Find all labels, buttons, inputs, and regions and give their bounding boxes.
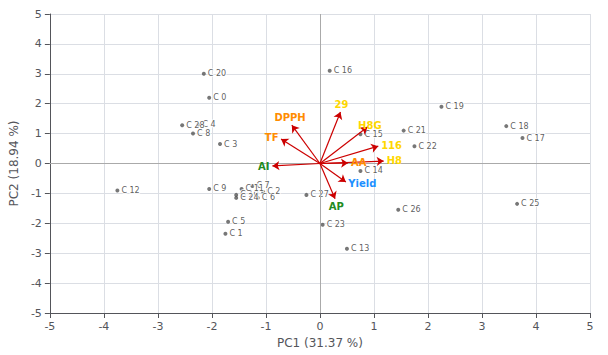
svg-text:1: 1 (35, 127, 42, 140)
svg-text:C 17: C 17 (526, 134, 544, 143)
svg-text:C 1: C 1 (229, 229, 242, 238)
svg-text:C 26: C 26 (402, 205, 420, 214)
svg-text:C 0: C 0 (213, 93, 226, 102)
svg-text:-2: -2 (31, 217, 42, 230)
svg-text:C 22: C 22 (418, 142, 436, 151)
svg-text:TF: TF (265, 132, 279, 143)
svg-text:4: 4 (35, 37, 42, 50)
svg-text:2: 2 (424, 320, 431, 333)
svg-text:116: 116 (381, 140, 402, 151)
svg-text:C 24: C 24 (240, 193, 258, 202)
svg-text:5: 5 (587, 320, 594, 333)
svg-text:AP: AP (329, 201, 344, 212)
svg-text:C 2: C 2 (267, 187, 281, 197)
svg-text:C 3: C 3 (224, 140, 237, 149)
svg-text:C 27: C 27 (310, 190, 328, 199)
svg-text:4: 4 (532, 320, 539, 333)
svg-text:C 13: C 13 (351, 244, 369, 253)
svg-text:C 12: C 12 (121, 186, 139, 195)
svg-text:PC1 (31.37 %): PC1 (31.37 %) (277, 336, 363, 350)
svg-text:C 5: C 5 (232, 217, 245, 226)
svg-text:DPPH: DPPH (274, 112, 305, 123)
svg-text:-2: -2 (206, 320, 217, 333)
svg-text:AI: AI (258, 161, 269, 172)
svg-text:C 16: C 16 (334, 66, 352, 75)
svg-text:C 19: C 19 (445, 102, 463, 111)
svg-text:0: 0 (316, 320, 323, 333)
svg-text:C 21: C 21 (408, 126, 426, 135)
svg-text:C 28: C 28 (186, 121, 204, 130)
svg-text:C 15: C 15 (364, 130, 382, 139)
svg-text:0: 0 (35, 157, 42, 170)
svg-text:H8G: H8G (358, 120, 382, 131)
svg-text:-4: -4 (98, 320, 109, 333)
svg-text:2: 2 (35, 97, 42, 110)
svg-text:-5: -5 (31, 307, 42, 320)
svg-text:Yield: Yield (347, 178, 376, 189)
svg-text:-3: -3 (31, 247, 42, 260)
svg-text:3: 3 (478, 320, 485, 333)
svg-text:C 6: C 6 (262, 193, 275, 202)
svg-text:-1: -1 (260, 320, 271, 333)
svg-text:C 11: C 11 (246, 184, 264, 193)
svg-text:C 23: C 23 (327, 220, 345, 229)
svg-text:-4: -4 (31, 277, 42, 290)
svg-text:5: 5 (35, 8, 42, 21)
svg-text:C 9: C 9 (213, 184, 226, 193)
svg-text:3: 3 (35, 67, 42, 80)
svg-text:-3: -3 (152, 320, 163, 333)
svg-text:-1: -1 (31, 187, 42, 200)
svg-text:C 4: C 4 (202, 120, 216, 130)
svg-text:C 25: C 25 (521, 199, 539, 208)
svg-text:C 18: C 18 (510, 122, 528, 131)
svg-text:C 14: C 14 (364, 166, 382, 175)
svg-text:C 20: C 20 (208, 69, 226, 78)
svg-text:H8: H8 (387, 155, 402, 166)
svg-text:C 8: C 8 (197, 129, 210, 138)
svg-text:AA: AA (351, 157, 367, 168)
svg-text:29: 29 (335, 99, 349, 110)
svg-text:-5: -5 (44, 320, 55, 333)
svg-text:PC2 (18.94 %): PC2 (18.94 %) (7, 121, 21, 207)
svg-text:1: 1 (370, 320, 377, 333)
